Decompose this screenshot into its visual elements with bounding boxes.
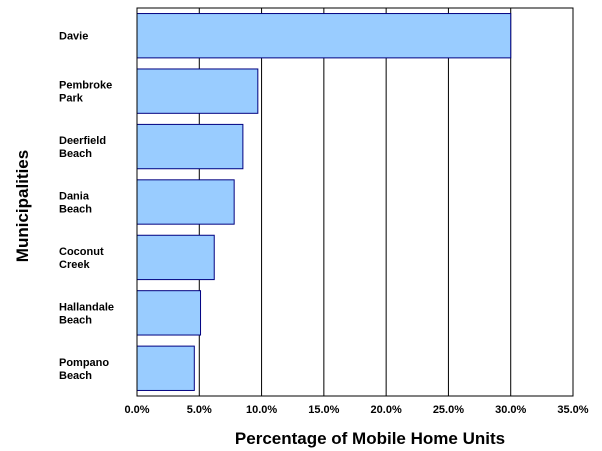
x-tick-labels: 0.0% 5.0% 10.0% 15.0% 20.0% 25.0% 30.0% 35.0% [124, 404, 588, 416]
category-label: Deerfield Beach [59, 135, 106, 160]
x-tick-label: 35.0% [557, 404, 588, 416]
bar [136, 68, 259, 114]
category-labels: Davie Pembroke Park Deerfield Beach Dania Beac… [59, 31, 114, 382]
bar [136, 123, 244, 170]
x-tick-label: 0.0% [124, 404, 149, 416]
bar [136, 179, 235, 225]
bar [136, 234, 215, 281]
x-tick-label: 30.0% [495, 404, 526, 416]
x-tick-label: 25.0% [433, 404, 464, 416]
x-tick-label: 15.0% [308, 404, 339, 416]
bar [136, 345, 195, 391]
y-axis-title: Municipalities [13, 150, 32, 262]
x-tick-label: 10.0% [246, 404, 277, 416]
category-label: Hallandale Beach [59, 301, 114, 326]
x-axis-title: Percentage of Mobile Home Units [235, 429, 505, 448]
category-label: Dania Beach [59, 191, 92, 216]
x-tick-label: 20.0% [371, 404, 402, 416]
category-label: Pembroke Park [59, 80, 112, 105]
plot-frame [136, 7, 574, 397]
x-tick-label: 5.0% [187, 404, 212, 416]
bar [136, 290, 202, 336]
category-label: Coconut Creek [59, 246, 104, 271]
bar [136, 13, 512, 59]
category-label: Pompano Beach [59, 357, 109, 382]
category-label: Davie [59, 31, 88, 43]
plot-border [136, 7, 574, 397]
